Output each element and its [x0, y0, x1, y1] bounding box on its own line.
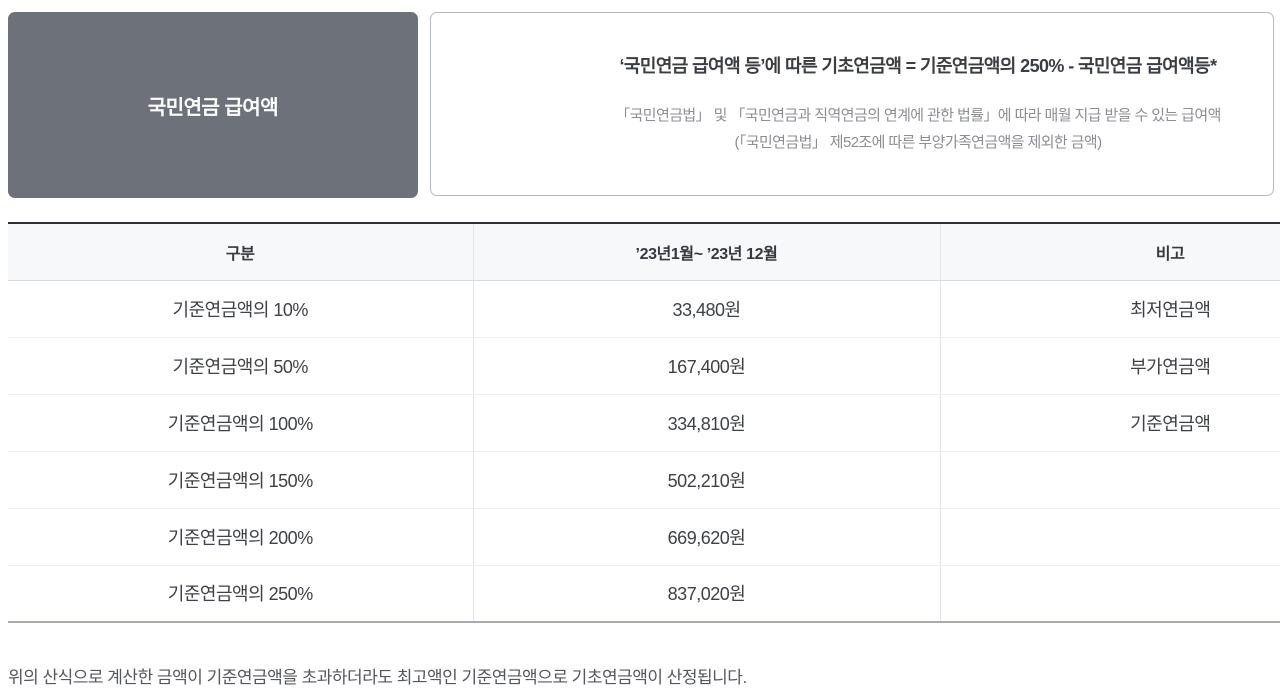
formula-description-line1: 「국민연금법」 및 「국민연금과 직역연금의 연계에 관한 법률」에 따라 매월…	[615, 107, 1221, 124]
table-row: 기준연금액의 10% 33,480원 최저연금액	[8, 280, 1280, 338]
cell-amount: 502,210원	[473, 451, 941, 509]
table-row: 기준연금액의 200% 669,620원	[8, 508, 1280, 566]
cell-amount: 33,480원	[473, 280, 941, 338]
cell-category: 기준연금액의 200%	[8, 508, 474, 566]
pension-benefit-table: 구분 ’23년1월~ ’23년 12월 비고 기준연금액의 10% 33,480…	[8, 222, 1280, 623]
column-header-note: 비고	[940, 223, 1280, 281]
cell-amount: 167,400원	[473, 337, 941, 395]
footnote: 위의 산식으로 계산한 금액이 기준연금액을 초과하더라도 최고액인 기준연금액…	[8, 668, 747, 687]
formula-description-line2: (「국민연금법」 제52조에 따른 부양가족연금액을 제외한 금액)	[734, 134, 1102, 151]
table-row: 기준연금액의 250% 837,020원	[8, 565, 1280, 623]
cell-note: 부가연금액	[940, 337, 1280, 395]
cell-category: 기준연금액의 150%	[8, 451, 474, 509]
cell-amount: 334,810원	[473, 394, 941, 452]
column-header-period: ’23년1월~ ’23년 12월	[473, 223, 941, 281]
cell-note	[940, 508, 1280, 566]
cell-note: 기준연금액	[940, 394, 1280, 452]
formula-text: ‘국민연금 급여액 등’에 따른 기초연금액 = 기준연금액의 250% - 국…	[619, 56, 1218, 76]
column-header-category: 구분	[8, 223, 474, 281]
table-header-row: 구분 ’23년1월~ ’23년 12월 비고	[8, 223, 1280, 281]
cell-amount: 837,020원	[473, 565, 941, 623]
cell-category: 기준연금액의 250%	[8, 565, 474, 623]
table-row: 기준연금액의 50% 167,400원 부가연금액	[8, 337, 1280, 395]
category-label: 국민연금 급여액	[147, 96, 279, 119]
cell-category: 기준연금액의 10%	[8, 280, 474, 338]
table-row: 기준연금액의 100% 334,810원 기준연금액	[8, 394, 1280, 452]
cell-category: 기준연금액의 100%	[8, 394, 474, 452]
cell-category: 기준연금액의 50%	[8, 337, 474, 395]
cell-amount: 669,620원	[473, 508, 941, 566]
cell-note	[940, 451, 1280, 509]
cell-note	[940, 565, 1280, 623]
formula-box: ‘국민연금 급여액 등’에 따른 기초연금액 = 기준연금액의 250% - 국…	[430, 12, 1274, 196]
cell-note: 최저연금액	[940, 280, 1280, 338]
table-row: 기준연금액의 150% 502,210원	[8, 451, 1280, 509]
category-box: 국민연금 급여액	[8, 12, 418, 198]
